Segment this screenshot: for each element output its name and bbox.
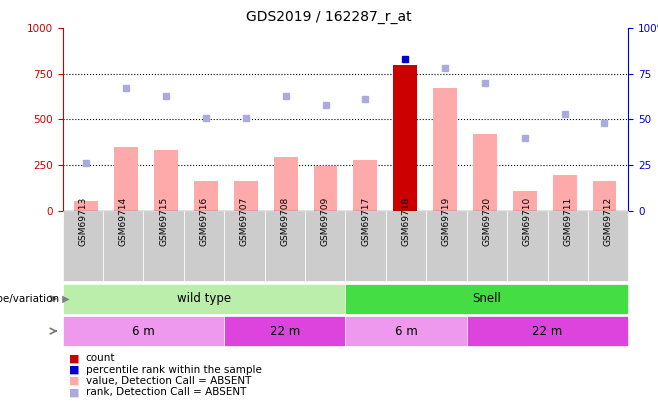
- Bar: [353, 160, 377, 211]
- Text: 6 m: 6 m: [132, 324, 155, 338]
- Bar: [274, 157, 297, 211]
- Bar: [314, 166, 338, 211]
- Text: GSM69711: GSM69711: [563, 197, 572, 246]
- Text: ■: ■: [69, 388, 80, 397]
- Text: count: count: [86, 354, 115, 363]
- Text: ■: ■: [69, 354, 80, 363]
- Text: ■: ■: [69, 365, 80, 375]
- Text: GSM69709: GSM69709: [320, 197, 330, 246]
- Text: GSM69712: GSM69712: [603, 197, 613, 246]
- Text: ■: ■: [69, 376, 80, 386]
- Text: value, Detection Call = ABSENT: value, Detection Call = ABSENT: [86, 376, 251, 386]
- Text: GSM69719: GSM69719: [442, 197, 451, 246]
- Text: GDS2019 / 162287_r_at: GDS2019 / 162287_r_at: [246, 10, 412, 24]
- Text: percentile rank within the sample: percentile rank within the sample: [86, 365, 261, 375]
- Text: GSM69716: GSM69716: [199, 197, 209, 246]
- Text: 22 m: 22 m: [532, 324, 563, 338]
- Text: GSM69713: GSM69713: [78, 197, 88, 246]
- Bar: [513, 190, 537, 211]
- Bar: [74, 201, 99, 211]
- Text: GSM69714: GSM69714: [118, 197, 128, 246]
- Bar: [433, 88, 457, 211]
- Text: Snell: Snell: [472, 292, 501, 305]
- Text: GSM69710: GSM69710: [523, 197, 532, 246]
- Text: 6 m: 6 m: [395, 324, 417, 338]
- Text: genotype/variation: genotype/variation: [0, 294, 59, 304]
- Bar: [194, 181, 218, 211]
- Bar: [553, 175, 576, 211]
- Text: GSM69718: GSM69718: [401, 197, 411, 246]
- Bar: [154, 150, 178, 211]
- Bar: [592, 181, 617, 211]
- Bar: [393, 65, 417, 211]
- Text: 22 m: 22 m: [270, 324, 300, 338]
- Text: rank, Detection Call = ABSENT: rank, Detection Call = ABSENT: [86, 388, 246, 397]
- Text: GSM69708: GSM69708: [280, 197, 290, 246]
- Bar: [114, 147, 138, 211]
- Text: GSM69717: GSM69717: [361, 197, 370, 246]
- Text: ▶: ▶: [59, 294, 70, 304]
- Bar: [234, 181, 258, 211]
- Text: wild type: wild type: [177, 292, 231, 305]
- Text: GSM69715: GSM69715: [159, 197, 168, 246]
- Bar: [473, 134, 497, 211]
- Text: GSM69720: GSM69720: [482, 197, 492, 246]
- Text: GSM69707: GSM69707: [240, 197, 249, 246]
